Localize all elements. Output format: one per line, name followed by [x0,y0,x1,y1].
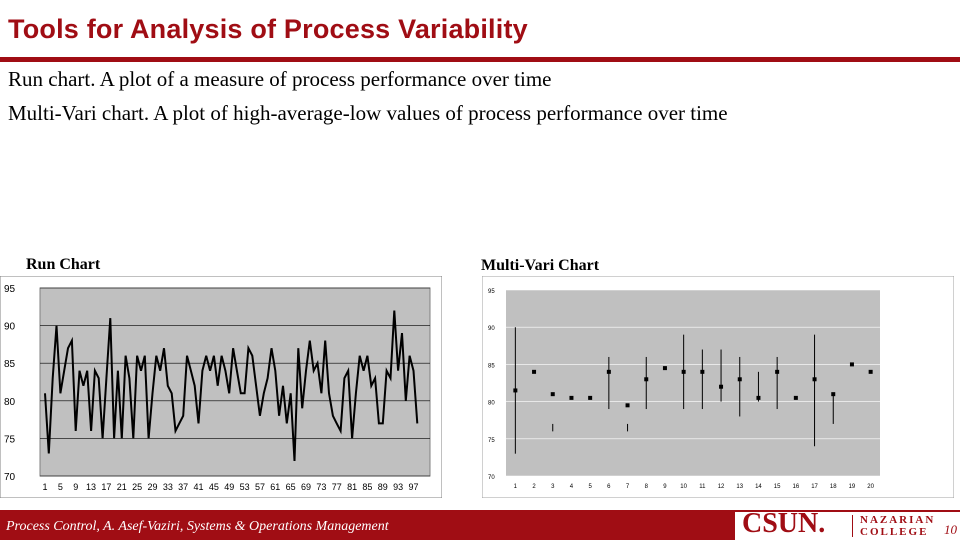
mv-average-marker [644,377,649,382]
run-x-tick-label: 9 [73,482,78,492]
mv-average-marker [606,369,611,374]
multi-vari-chart-title: Multi-Vari Chart [481,257,600,274]
run-y-tick-label: 80 [4,397,16,408]
run-chart: 70 75 80 85 90 95 1 5 9 13 17 21 25 29 33 37 41 45 49 53 57 6… [0,276,442,498]
mv-x-tick-label: 14 [755,484,762,490]
logo-background [735,512,960,540]
mv-x-tick-label: 17 [811,484,818,490]
mv-x-tick-label: 13 [736,484,743,490]
run-x-tick-label: 29 [147,482,157,492]
run-plot-area [39,287,431,477]
run-chart-title: Run Chart [26,256,101,273]
run-y-tick-label: 95 [4,284,16,295]
mv-x-tick-label: 8 [645,484,649,490]
mv-average-marker [849,362,854,367]
mv-y-tick-label: 75 [488,438,495,444]
run-x-tick-label: 65 [286,482,296,492]
logo-line-2: COLLEGE [860,526,929,538]
run-y-tick-label: 90 [4,322,16,333]
mv-average-marker [812,377,817,382]
mv-x-tick-label: 16 [793,484,800,490]
mv-y-tick-label: 80 [488,401,495,407]
run-x-tick-label: 5 [58,482,63,492]
run-x-tick-label: 85 [362,482,372,492]
slide-title: Tools for Analysis of Process Variabilit… [8,14,528,44]
run-x-tick-label: 77 [332,482,342,492]
mv-average-marker [569,395,574,400]
mv-average-marker [625,403,630,408]
mv-average-marker [700,369,705,374]
mv-average-marker [662,366,667,371]
mv-x-tick-label: 15 [774,484,781,490]
mv-y-tick-label: 95 [488,289,495,295]
bullet-run-chart: Run chart. A plot of a measure of proces… [8,67,552,91]
mv-x-tick-label: 10 [680,484,687,490]
mv-x-tick-label: 2 [532,484,536,490]
mv-average-marker [775,369,780,374]
mv-plot-area [506,290,880,476]
run-x-tick-label: 13 [86,482,96,492]
mv-average-marker [588,395,593,400]
mv-x-tick-label: 20 [867,484,874,490]
mv-x-tick-label: 6 [607,484,611,490]
run-x-tick-label: 97 [408,482,418,492]
mv-average-marker [532,369,537,374]
run-x-tick-label: 37 [178,482,188,492]
mv-y-tick-label: 70 [488,475,495,481]
run-x-tick-label: 93 [393,482,403,492]
logo-divider [852,515,853,537]
run-x-tick-label: 73 [316,482,326,492]
mv-x-tick-label: 18 [830,484,837,490]
run-x-tick-label: 49 [224,482,234,492]
mv-x-tick-label: 3 [551,484,555,490]
run-x-tick-label: 89 [378,482,388,492]
run-x-tick-label: 61 [270,482,280,492]
run-x-tick-label: 53 [240,482,250,492]
mv-x-tick-label: 9 [663,484,667,490]
mv-x-tick-label: 7 [626,484,630,490]
mv-average-marker [681,369,686,374]
mv-average-marker [513,388,518,393]
mv-average-marker [868,369,873,374]
mv-average-marker [719,384,724,389]
logo-line-1: NAZARIAN [860,514,936,526]
run-y-tick-label: 75 [4,434,16,445]
run-y-tick-label: 70 [4,472,16,483]
mv-average-marker [550,392,555,397]
run-x-tick-label: 33 [163,482,173,492]
nazarian-college-logo: NAZARIAN COLLEGE [860,514,935,538]
csun-logo: CSUN. [742,508,826,539]
mv-x-tick-label: 4 [570,484,574,490]
run-x-tick-label: 81 [347,482,357,492]
mv-x-tick-label: 5 [588,484,592,490]
mv-x-tick-label: 12 [718,484,725,490]
mv-y-tick-label: 85 [488,363,495,369]
mv-average-marker [793,395,798,400]
run-x-tick-label: 69 [301,482,311,492]
run-x-tick-label: 45 [209,482,219,492]
mv-x-tick-label: 11 [699,484,706,490]
mv-average-marker [831,392,836,397]
run-x-tick-label: 17 [101,482,111,492]
mv-average-marker [756,395,761,400]
mv-x-tick-label: 19 [849,484,856,490]
footer-caption: Process Control, A. Asef-Vaziri, Systems… [6,519,389,534]
run-x-tick-label: 21 [117,482,127,492]
page-number: 10 [944,522,957,537]
mv-y-tick-label: 90 [488,326,495,332]
bullet-multi-vari-chart: Multi-Vari chart. A plot of high-average… [8,101,728,125]
run-x-tick-label: 57 [255,482,265,492]
run-x-tick-label: 1 [42,482,47,492]
title-underline [0,57,960,62]
run-x-tick-label: 41 [194,482,204,492]
mv-average-marker [737,377,742,382]
run-series-line [44,310,419,462]
run-x-tick-label: 25 [132,482,142,492]
run-y-tick-label: 85 [4,359,16,370]
mv-x-tick-label: 1 [514,484,518,490]
